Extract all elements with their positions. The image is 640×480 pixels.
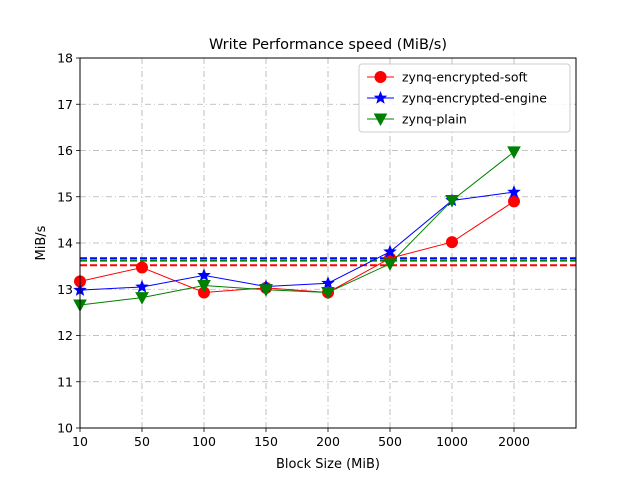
- legend-marker: [373, 90, 388, 104]
- series-line: [79, 200, 515, 293]
- data-point: [136, 261, 148, 274]
- y-tick-label: 17: [57, 97, 73, 112]
- legend-marker: [374, 71, 387, 83]
- x-axis-label: Block Size (MiB): [276, 457, 380, 472]
- data-point: [383, 244, 397, 258]
- x-tick-label: 2000: [498, 434, 530, 449]
- legend-box: [358, 63, 571, 133]
- y-tick-label: 12: [57, 328, 73, 343]
- y-tick-label: 16: [57, 143, 73, 158]
- data-point: [135, 279, 149, 293]
- data-point: [197, 268, 211, 282]
- y-tick-label: 14: [57, 236, 73, 251]
- x-tick-label: 500: [378, 434, 402, 449]
- series-zynq-plain: [73, 146, 521, 313]
- x-tick-label: 100: [192, 434, 216, 449]
- data-point: [259, 284, 273, 297]
- y-tick-label: 13: [57, 282, 73, 297]
- series-group: [73, 146, 521, 313]
- legend: zynq-encrypted-soft zynq-encrypted-engine…: [358, 63, 571, 133]
- legend-label: zynq-encrypted-soft: [402, 70, 528, 85]
- series-zynq-encrypted-soft: [74, 195, 520, 299]
- x-axis: 10 50 100 150 200 500 1000 2000: [72, 428, 530, 449]
- y-tick-label: 11: [57, 374, 73, 389]
- legend-label: zynq-encrypted-engine: [402, 91, 547, 106]
- data-point: [508, 195, 520, 208]
- y-tick-label: 10: [57, 421, 73, 436]
- x-tick-label: 50: [134, 434, 150, 449]
- data-point: [507, 146, 521, 159]
- series-line: [79, 191, 515, 291]
- data-point: [445, 194, 459, 208]
- chart-title: Write Performance speed (MiB/s): [209, 37, 447, 53]
- legend-label: zynq-plain: [402, 112, 467, 127]
- data-point: [507, 185, 521, 198]
- x-tick-label: 200: [316, 434, 340, 449]
- x-tick-label: 10: [72, 434, 88, 449]
- mean-lines: [80, 257, 576, 267]
- data-point: [321, 286, 335, 300]
- series-line: [79, 151, 515, 306]
- legend-marker: [373, 113, 388, 127]
- y-tick-label: 18: [57, 51, 73, 66]
- x-tick-label: 1000: [436, 434, 468, 449]
- data-point: [135, 292, 149, 305]
- y-tick-label: 15: [57, 189, 73, 204]
- data-point: [321, 276, 335, 289]
- y-axis: 10 11 12 13 14 15 16 17 18: [57, 51, 80, 436]
- y-axis-label: MiB/s: [34, 225, 49, 260]
- data-point: [197, 280, 211, 293]
- data-point: [383, 258, 397, 271]
- data-point: [446, 236, 458, 249]
- x-tick-label: 150: [254, 434, 278, 449]
